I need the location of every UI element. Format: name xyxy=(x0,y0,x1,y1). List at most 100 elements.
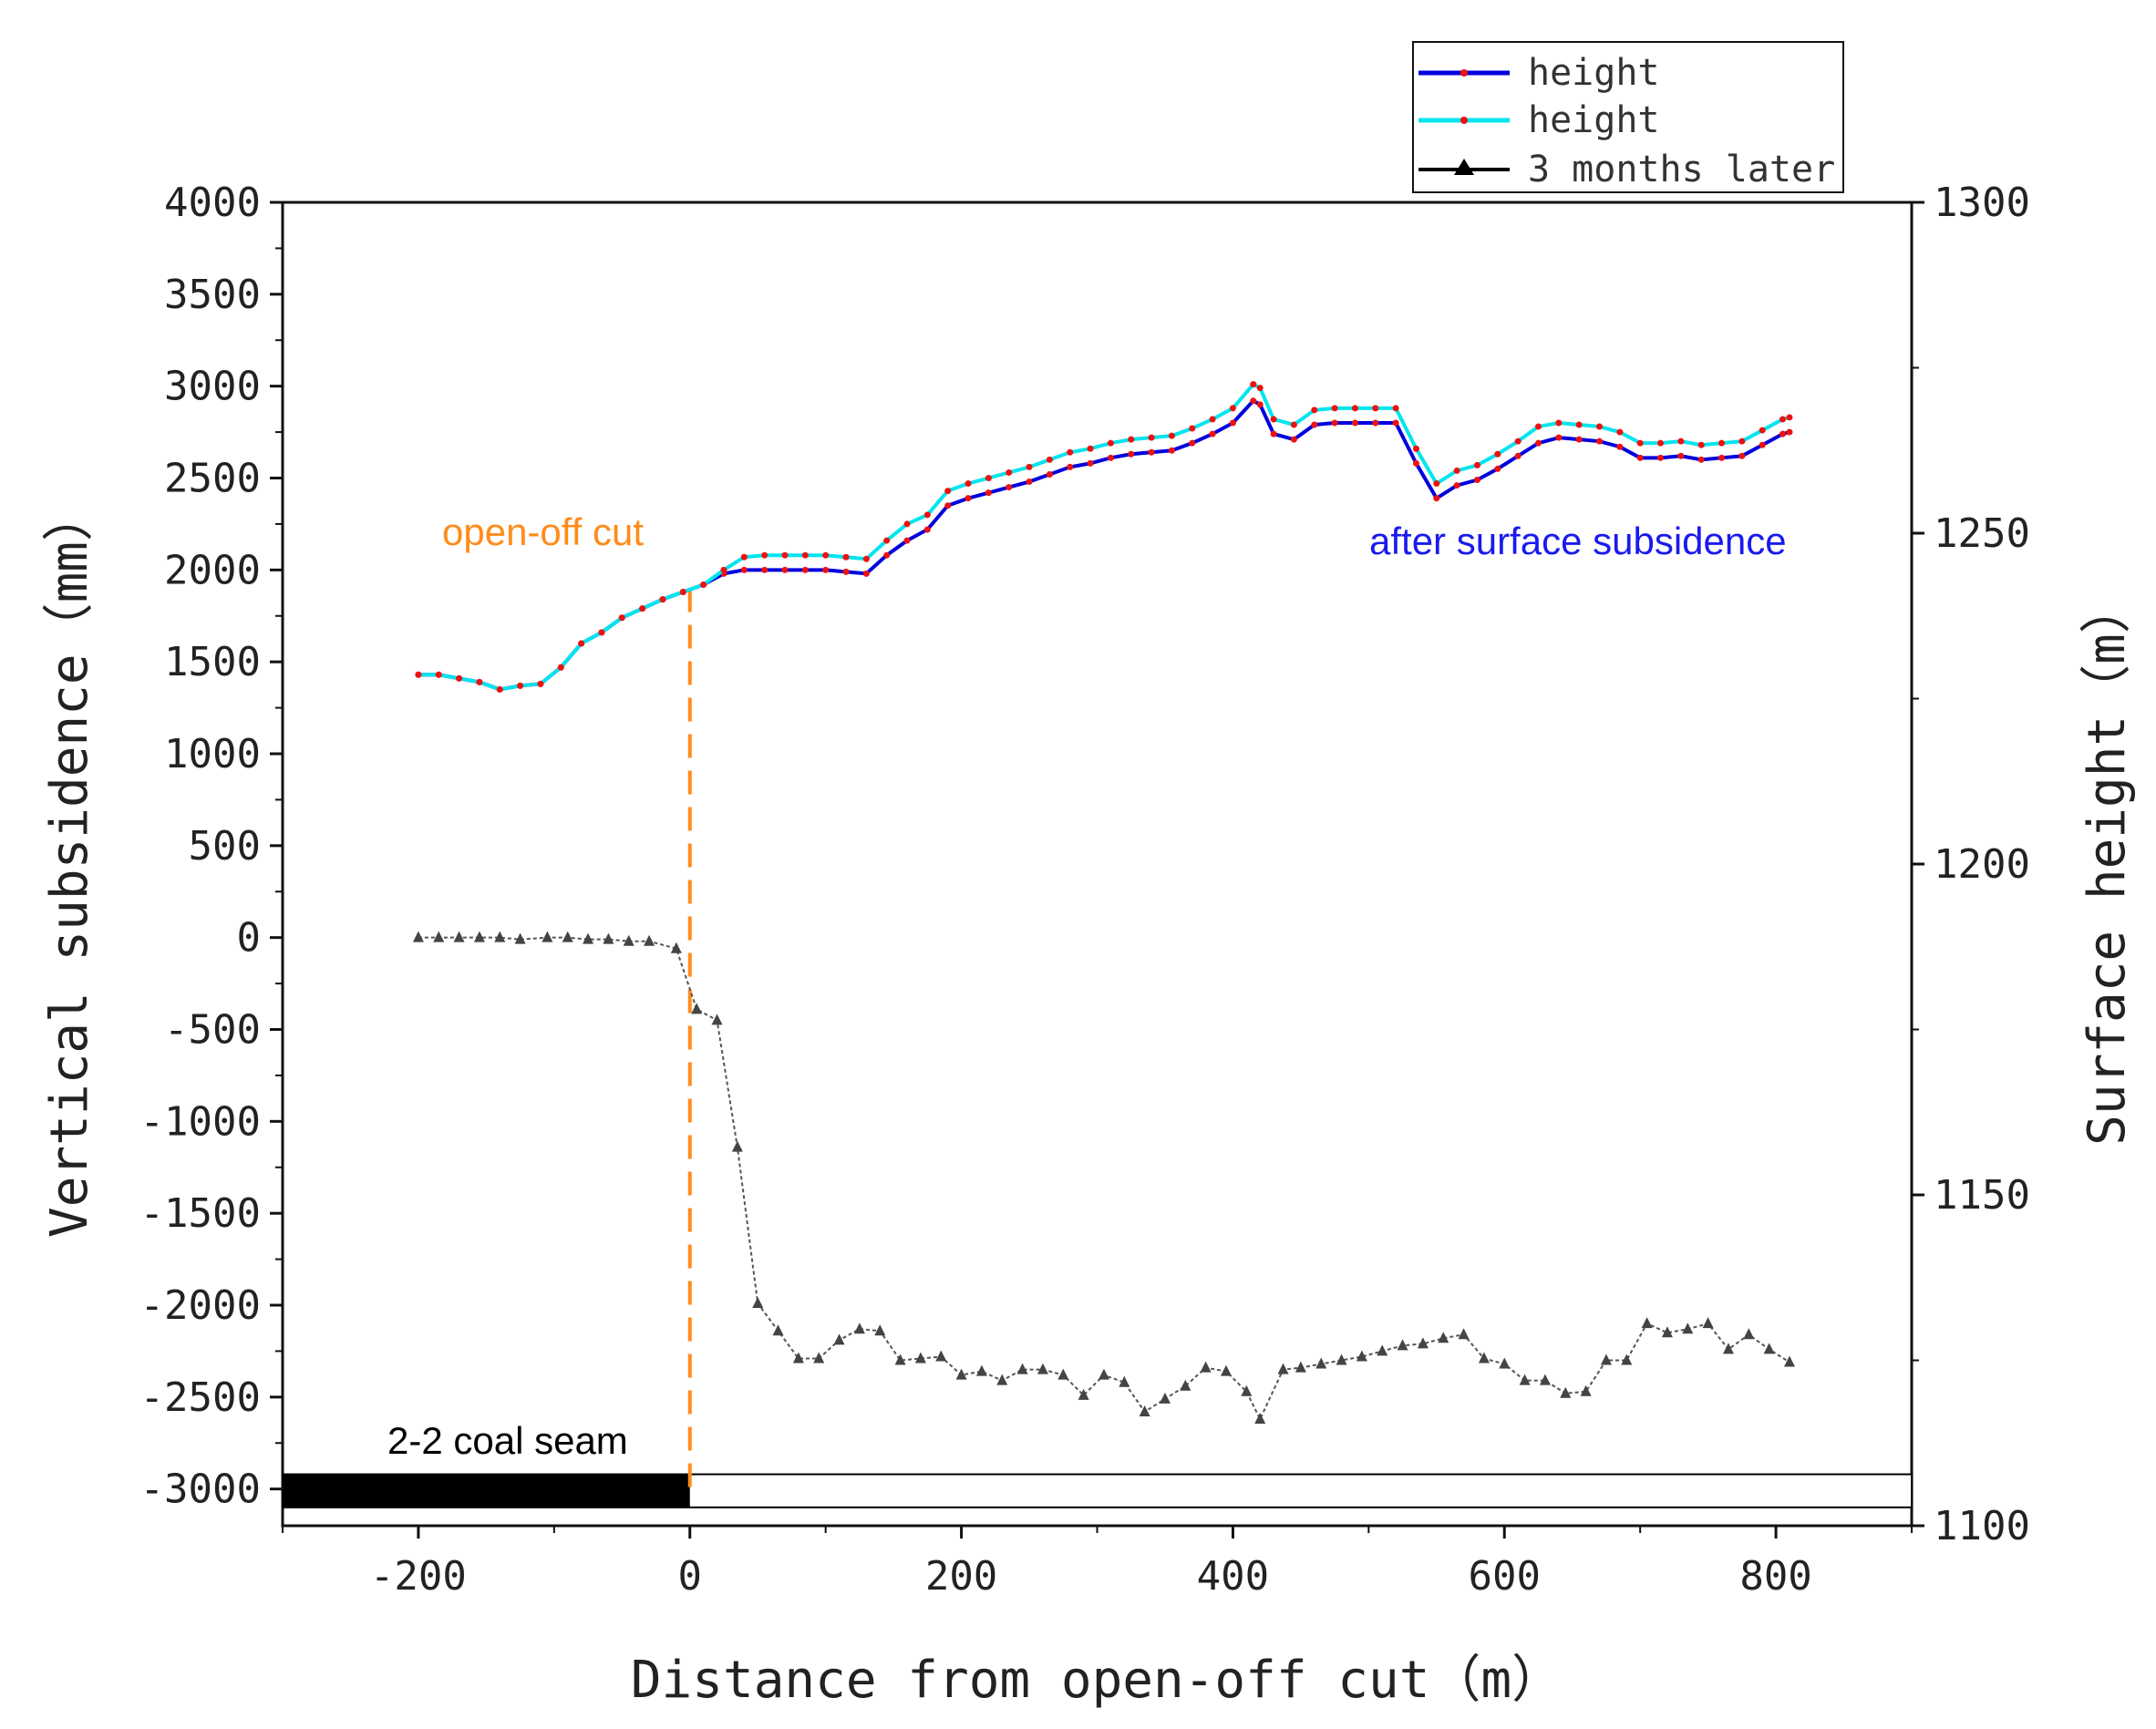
point-height-cyan xyxy=(1759,427,1766,434)
point-height-cyan xyxy=(740,553,748,561)
point-height-blue xyxy=(883,551,891,559)
point-3-months-later xyxy=(1519,1374,1531,1385)
point-3-months-later xyxy=(1478,1352,1490,1364)
point-height-blue xyxy=(761,566,769,573)
point-3-months-later xyxy=(583,932,594,944)
left-tick-label-14: -3000 xyxy=(140,1467,261,1513)
point-height-blue xyxy=(1128,450,1135,458)
point-3-months-later xyxy=(1539,1374,1551,1385)
point-3-months-later xyxy=(1600,1353,1612,1365)
point-3-months-later xyxy=(1139,1405,1150,1416)
point-height-blue xyxy=(1412,459,1419,467)
point-height-cyan xyxy=(1433,480,1440,488)
point-3-months-later xyxy=(412,931,424,942)
series-layer xyxy=(412,381,1795,1425)
left-tick-label-6: 1000 xyxy=(164,731,261,777)
point-height-blue xyxy=(1351,419,1358,427)
point-height-cyan xyxy=(456,674,463,682)
legend-label-3-months-later: 3 months later xyxy=(1528,149,1835,190)
left-tick-label-9: -500 xyxy=(164,1007,261,1054)
point-height-cyan xyxy=(1534,423,1542,430)
point-height-blue xyxy=(1677,452,1685,459)
point-3-months-later xyxy=(494,931,506,942)
point-height-cyan xyxy=(1311,407,1318,414)
series-2 xyxy=(412,931,1795,1425)
point-3-months-later xyxy=(792,1352,804,1364)
point-3-months-later xyxy=(1277,1363,1289,1374)
point-height-cyan xyxy=(862,555,870,562)
point-height-cyan xyxy=(598,629,605,636)
point-3-months-later xyxy=(711,1014,723,1025)
point-height-cyan xyxy=(700,581,707,588)
point-height-blue xyxy=(1433,495,1440,502)
point-height-cyan xyxy=(1067,448,1074,456)
point-height-cyan xyxy=(1331,405,1338,412)
legend-label-height-blue: height xyxy=(1528,52,1660,94)
point-height-cyan xyxy=(1168,432,1175,439)
point-height-blue xyxy=(1555,434,1563,441)
x-axis: -200 0 200 400 600 800 xyxy=(282,1526,1913,1600)
point-3-months-later xyxy=(1016,1363,1028,1374)
point-height-cyan xyxy=(517,682,524,689)
point-height-cyan xyxy=(1290,421,1297,428)
point-3-months-later xyxy=(1458,1328,1470,1340)
point-height-cyan xyxy=(1555,419,1563,427)
point-height-blue xyxy=(1087,459,1094,467)
point-3-months-later xyxy=(542,931,553,942)
left-tick-label-10: -1000 xyxy=(140,1098,261,1145)
point-3-months-later xyxy=(1159,1392,1171,1404)
point-height-blue xyxy=(1759,441,1766,448)
point-height-blue xyxy=(1107,454,1114,461)
left-tick-label-12: -2000 xyxy=(140,1282,261,1329)
point-height-blue xyxy=(1229,419,1236,427)
point-height-blue xyxy=(1786,428,1793,436)
x-tick-label-0: -200 xyxy=(370,1553,467,1600)
point-3-months-later xyxy=(1580,1384,1592,1396)
legend-box xyxy=(1412,41,1844,193)
point-height-blue xyxy=(1148,448,1155,456)
coal-seam-label: 2-2 coal seam xyxy=(387,1419,628,1462)
point-3-months-later xyxy=(1119,1375,1130,1387)
point-height-cyan xyxy=(496,685,503,693)
left-tick-label-7: 500 xyxy=(189,823,261,870)
point-3-months-later xyxy=(1783,1355,1795,1367)
point-height-cyan xyxy=(1209,416,1216,423)
point-height-cyan xyxy=(1786,414,1793,421)
point-height-blue xyxy=(1392,419,1399,427)
point-height-blue xyxy=(1372,419,1379,427)
right-tick-label-3: 1150 xyxy=(1934,1172,2030,1219)
point-height-cyan xyxy=(720,566,727,573)
open-off-cut-label: open-off cut xyxy=(442,510,644,553)
point-height-blue xyxy=(1006,484,1013,491)
point-height-cyan xyxy=(1494,450,1501,458)
point-3-months-later xyxy=(853,1322,865,1334)
point-3-months-later xyxy=(975,1364,987,1376)
point-3-months-later xyxy=(623,934,634,946)
point-3-months-later xyxy=(1397,1339,1408,1351)
point-height-blue xyxy=(862,570,870,577)
point-3-months-later xyxy=(473,931,485,942)
point-height-cyan xyxy=(435,671,442,678)
point-height-cyan xyxy=(923,511,931,519)
point-height-blue xyxy=(781,566,789,573)
point-height-blue xyxy=(903,537,911,544)
series-height-cyan-line xyxy=(418,382,1790,692)
right-tick-label-2: 1200 xyxy=(1934,841,2030,888)
point-height-blue xyxy=(1779,430,1787,437)
point-3-months-later xyxy=(996,1374,1008,1385)
point-height-blue xyxy=(1209,430,1216,437)
point-height-blue xyxy=(965,495,972,502)
point-height-blue xyxy=(842,568,850,575)
point-height-cyan xyxy=(1026,463,1033,470)
point-height-cyan xyxy=(761,551,769,559)
left-tick-label-3: 2500 xyxy=(164,456,261,502)
point-height-blue xyxy=(1575,436,1583,443)
point-height-blue xyxy=(1026,479,1033,486)
point-height-cyan xyxy=(1453,467,1460,474)
point-height-blue xyxy=(1473,477,1480,484)
point-height-blue xyxy=(822,566,830,573)
point-height-cyan xyxy=(1189,425,1196,432)
point-height-cyan xyxy=(1229,405,1236,412)
point-height-cyan xyxy=(1697,441,1705,448)
point-3-months-later xyxy=(1220,1364,1232,1376)
